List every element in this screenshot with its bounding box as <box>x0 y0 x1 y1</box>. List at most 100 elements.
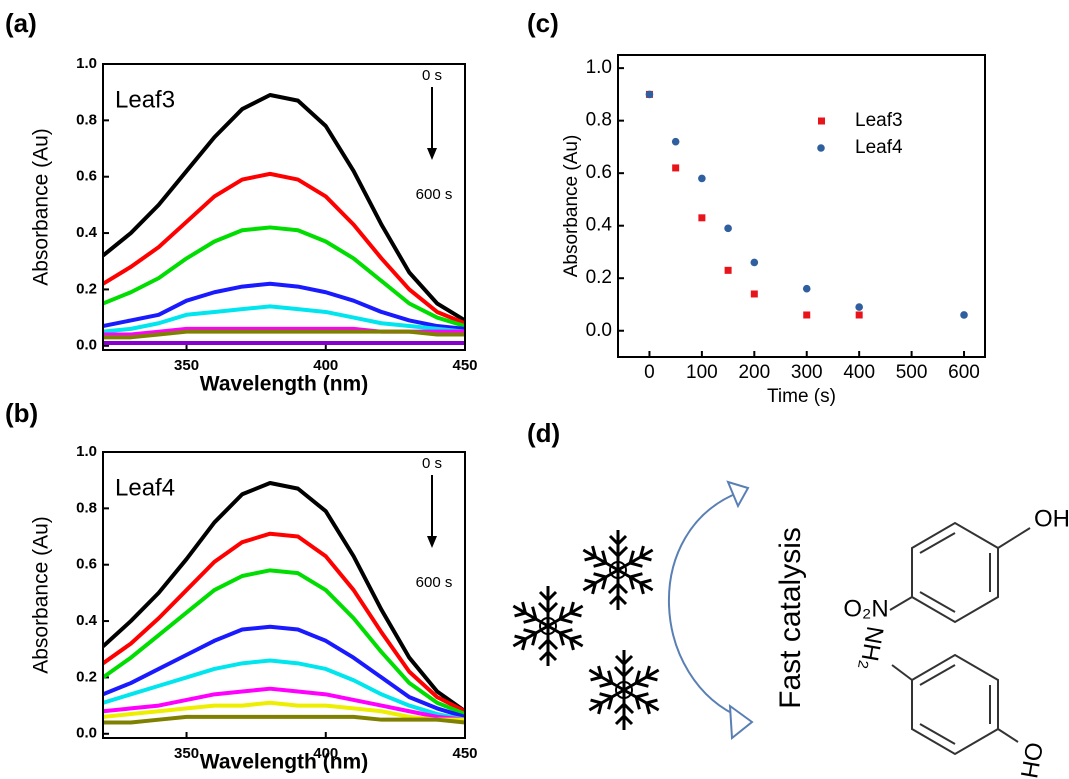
hydroxyl-label: OH <box>1015 740 1048 779</box>
y-axis-label: Absorbance (Au) <box>561 135 582 278</box>
x-tick-label: 350 <box>174 357 199 374</box>
spectrum-line <box>103 700 465 722</box>
panel-label: (b) <box>5 398 38 428</box>
spectrum-line <box>103 686 465 722</box>
plot-frame <box>617 54 986 358</box>
point <box>672 164 680 172</box>
x-tick-label: 450 <box>452 745 477 762</box>
legend-marker <box>817 144 825 152</box>
point <box>645 90 654 99</box>
point <box>698 214 706 222</box>
point <box>855 303 863 311</box>
y-axis-label: Absorbance (Au) <box>30 128 53 286</box>
x-tick-label: 450 <box>452 357 477 374</box>
x-tick-label: 200 <box>738 362 770 383</box>
point <box>724 266 732 274</box>
legend-label: Leaf3 <box>855 110 903 131</box>
y-tick-label: 0.2 <box>586 267 612 288</box>
panel: (c) 0.0 0.2 0.4 0.6 0.8 1.0 0 100 200 300 400 500 600… <box>527 8 986 407</box>
arrow-heads <box>726 480 754 740</box>
arrow-end-label: 600 s <box>416 186 453 203</box>
spectrum-line <box>103 225 465 328</box>
spectrum-line <box>103 624 465 719</box>
point <box>803 311 811 319</box>
legend-label: Leaf4 <box>855 137 903 158</box>
spectrum-line <box>103 531 465 714</box>
snowflake <box>509 586 587 666</box>
spectrum-line <box>103 568 465 716</box>
x-tick-label: 300 <box>791 362 823 383</box>
x-tick-label: 400 <box>313 357 338 374</box>
inset-label: Leaf4 <box>115 474 175 501</box>
panel-d: (d) Fast catalysis OH O₂N NH₂ OH <box>509 418 1069 779</box>
snowflake <box>579 530 657 610</box>
product-structure <box>891 653 1019 756</box>
arrow-start-label: 0 s <box>422 67 442 84</box>
arrow-start-label: 0 s <box>422 455 442 472</box>
point <box>698 174 706 183</box>
amine-label: NH₂ <box>854 624 888 672</box>
x-tick-label: 0 <box>644 362 655 383</box>
point <box>671 137 680 146</box>
y-tick-label: 0.8 <box>76 499 97 516</box>
hydroxyl-label: OH <box>1034 505 1069 532</box>
y-tick-label: 1.0 <box>76 55 97 72</box>
plot-frame <box>102 63 466 351</box>
inset-label: Leaf3 <box>115 86 175 113</box>
plot-area <box>103 92 465 345</box>
plot-area <box>645 90 968 319</box>
y-tick-label: 0.4 <box>76 612 98 629</box>
reactant-structure <box>889 521 1031 624</box>
x-tick-label: 100 <box>686 362 718 383</box>
point <box>960 311 968 319</box>
y-tick-label: 0.6 <box>76 168 97 185</box>
arrow-label: Fast catalysis <box>774 527 807 709</box>
y-tick-label: 0.4 <box>76 224 98 241</box>
y-tick-label: 0.0 <box>586 320 612 341</box>
plot-area <box>103 480 465 725</box>
curved-arrow <box>667 491 743 719</box>
time-arrow-head <box>427 148 437 160</box>
y-tick-label: 1.0 <box>586 57 612 78</box>
x-tick-label: 350 <box>174 745 199 762</box>
snowflake <box>585 650 663 730</box>
y-tick-label: 0.8 <box>586 110 612 131</box>
x-axis-label: Time (s) <box>767 386 836 407</box>
y-tick-label: 0.2 <box>76 668 97 685</box>
panel-label: (c) <box>527 8 559 38</box>
nitro-label: O₂N <box>843 595 888 622</box>
y-tick-label: 0.6 <box>586 162 612 183</box>
x-tick-label: 600 <box>948 362 980 383</box>
x-axis-label: Wavelength (nm) <box>200 373 368 396</box>
spectrum-line <box>103 304 465 334</box>
y-tick-label: 0.0 <box>76 725 97 742</box>
panel-label: (a) <box>5 8 37 38</box>
spectrum-line <box>103 171 465 326</box>
panel: (a) 0.0 0.2 0.4 0.6 0.8 1.0 350 400 450 Wavelength… <box>5 8 478 396</box>
y-axis-label: Absorbance (Au) <box>30 516 53 674</box>
point <box>750 290 758 298</box>
spectrum-line <box>103 92 465 323</box>
y-tick-label: 0.2 <box>76 280 97 297</box>
panel-label: (d) <box>527 418 560 448</box>
point <box>750 258 759 267</box>
y-tick-label: 1.0 <box>76 443 97 460</box>
y-tick-label: 0.4 <box>586 215 613 236</box>
panel: (b) 0.0 0.2 0.4 0.6 0.8 1.0 350 400 450 Wavelength… <box>5 398 478 774</box>
spectrum-line <box>103 714 465 725</box>
legend-marker <box>818 117 825 125</box>
point <box>855 311 863 319</box>
spectrum-line <box>103 281 465 331</box>
point <box>802 284 811 293</box>
x-tick-label: 500 <box>896 362 928 383</box>
spectrum-line <box>103 658 465 722</box>
plot-frame <box>102 451 466 739</box>
time-arrow-head <box>427 536 437 548</box>
x-tick-label: 400 <box>843 362 875 383</box>
x-tick-label: 400 <box>313 745 338 762</box>
arrow-end-label: 600 s <box>416 574 453 591</box>
spectrum-line <box>103 480 465 713</box>
point <box>724 224 732 233</box>
x-axis-label: Wavelength (nm) <box>200 751 368 774</box>
